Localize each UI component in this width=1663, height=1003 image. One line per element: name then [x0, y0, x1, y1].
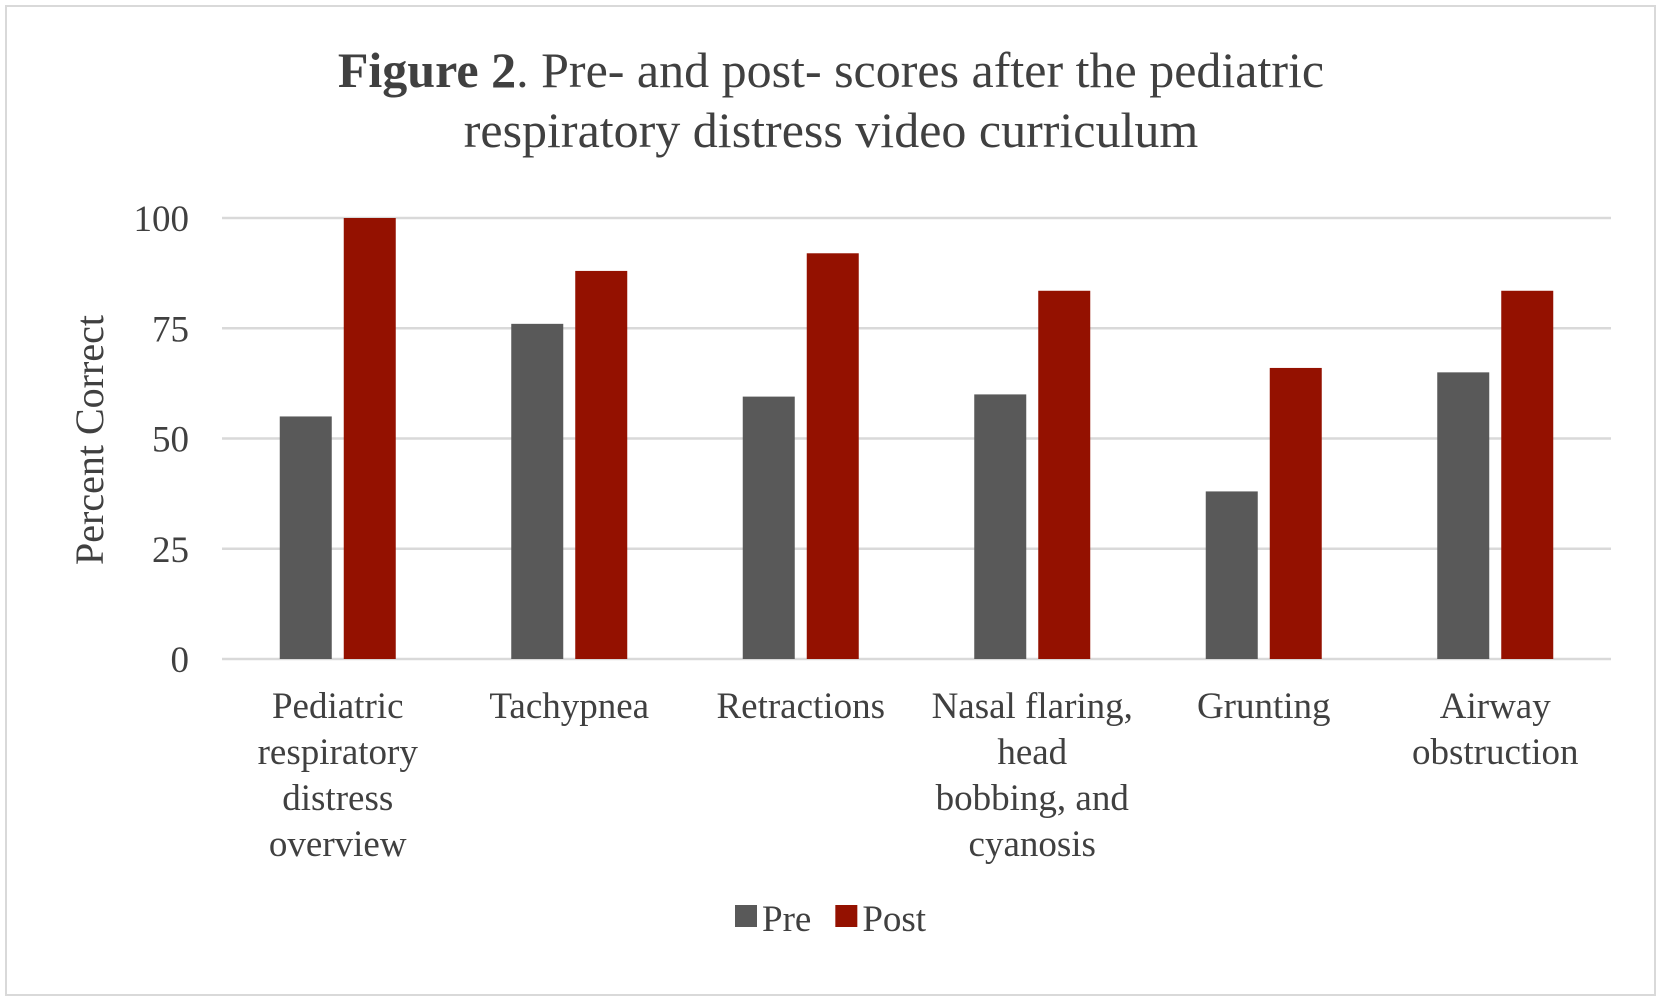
- bar-pre-2: [742, 396, 795, 659]
- x-category-label: Grunting: [1197, 686, 1331, 727]
- x-category-label-line: Retractions: [716, 686, 885, 727]
- bar-post-0: [343, 218, 396, 659]
- chart-title-line-2: respiratory distress video curriculum: [464, 102, 1199, 158]
- bars: [279, 218, 1554, 659]
- x-category-label-line: Pediatric: [272, 686, 404, 727]
- y-tick-label: 50: [152, 420, 189, 461]
- chart-title-rest: . Pre- and post- scores after the pediat…: [516, 42, 1324, 98]
- x-category-label-line: Tachypnea: [489, 686, 649, 727]
- legend-swatch-post: [835, 905, 858, 927]
- gridlines: [222, 216, 1611, 661]
- legend-swatch-pre: [735, 905, 757, 927]
- x-category-label-line: overview: [269, 824, 407, 865]
- bar-post-2: [806, 253, 859, 659]
- y-tick-label: 25: [152, 530, 189, 571]
- legend: Pre Post: [735, 899, 927, 940]
- x-category-label: Pediatric respiratory distress overview: [258, 686, 419, 865]
- x-category-label-line: Nasal flaring,: [932, 686, 1133, 727]
- x-category-label: Tachypnea: [489, 686, 649, 727]
- bar-post-3: [1038, 290, 1091, 659]
- legend-label-post: Post: [862, 899, 926, 940]
- chart-title-bold: Figure 2: [338, 42, 516, 98]
- x-category-label: Retractions: [716, 686, 885, 727]
- bar-post-1: [575, 270, 628, 659]
- legend-label-pre: Pre: [762, 899, 811, 940]
- x-category-label-line: Airway: [1440, 686, 1551, 727]
- x-category-label-line: Grunting: [1197, 686, 1331, 727]
- bar-pre-1: [511, 323, 564, 659]
- x-category-label-line: distress: [282, 778, 393, 819]
- x-category-label-line: cyanosis: [969, 824, 1096, 865]
- y-axis-ticks: 0 25 50 75 100: [134, 199, 190, 681]
- x-category-label: Nasal flaring, head bobbing, and cyanosis: [932, 686, 1133, 865]
- y-axis-title: Percent Correct: [67, 315, 112, 565]
- x-category-label: Airway obstruction: [1412, 686, 1578, 773]
- x-category-label-line: obstruction: [1412, 732, 1578, 773]
- x-category-label-line: bobbing, and: [936, 778, 1130, 819]
- bar-post-4: [1269, 367, 1322, 659]
- chart-title-line-1: Figure 2. Pre- and post- scores after th…: [338, 42, 1324, 98]
- bar-pre-0: [279, 416, 332, 659]
- y-tick-label: 100: [134, 199, 190, 240]
- x-axis-labels: Pediatric respiratory distress overview Tach…: [258, 686, 1579, 865]
- bar-pre-5: [1437, 372, 1490, 659]
- x-category-label-line: head: [997, 732, 1067, 773]
- y-tick-label: 75: [152, 309, 189, 350]
- x-category-label-line: respiratory: [258, 732, 419, 773]
- bar-pre-4: [1205, 491, 1258, 659]
- y-tick-label: 0: [171, 640, 190, 681]
- bar-post-5: [1501, 290, 1554, 659]
- bar-pre-3: [974, 394, 1027, 659]
